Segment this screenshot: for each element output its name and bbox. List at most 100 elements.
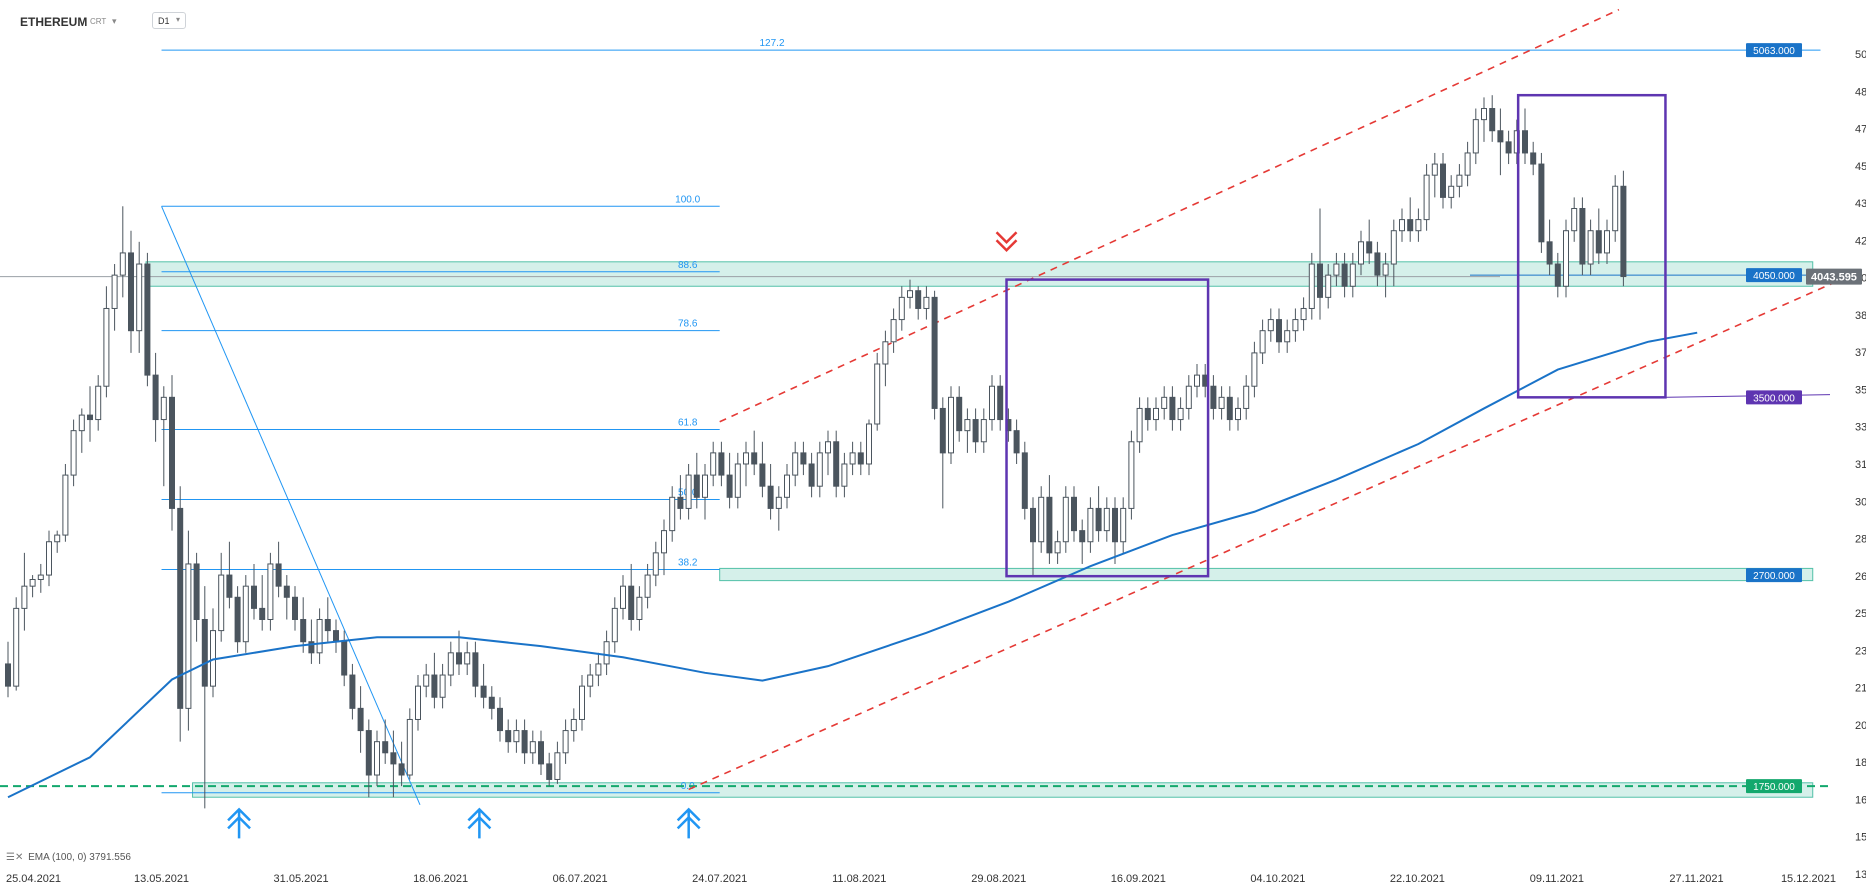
candle-body [1456, 174, 1463, 187]
candle [1218, 386, 1225, 420]
candle-body [46, 541, 52, 576]
instrument-type[interactable]: CRT [90, 17, 107, 26]
x-axis-tick-label: 18.06.2021 [413, 873, 468, 885]
fib-level-label: 38.2 [678, 558, 698, 569]
candle [890, 308, 897, 353]
chevron-down-icon[interactable]: ▾ [112, 16, 117, 26]
candle-body [1415, 219, 1422, 232]
channel-line [719, 8, 1620, 423]
candle-body [579, 685, 585, 720]
candle [87, 386, 93, 442]
settings-close-icon[interactable]: ☰✕ [6, 852, 24, 863]
fib-level-label: 61.8 [678, 418, 698, 429]
candle-body [29, 579, 36, 587]
candle-body [177, 507, 184, 709]
candle-body [669, 496, 676, 532]
candle [513, 719, 520, 753]
candle-body [431, 674, 438, 698]
candle-body [1505, 141, 1512, 154]
y-axis-tick-label: 2025.522 [1855, 720, 1866, 732]
indicator-legend-text: EMA (100, 0) 3791.556 [28, 852, 131, 863]
candle-body [915, 290, 922, 309]
candle-body [1144, 407, 1151, 421]
candle [1489, 95, 1496, 142]
arrow-up-icon-inner [467, 815, 492, 830]
candle [1194, 364, 1200, 398]
candle-body [587, 674, 594, 687]
y-axis-tick-label: 2864.377 [1855, 534, 1866, 546]
candle-body [78, 414, 85, 432]
candle [160, 386, 167, 487]
candle-body [480, 685, 487, 698]
price-label-box [1746, 268, 1802, 283]
candle [1464, 141, 1471, 187]
candle [1579, 197, 1586, 276]
candle-body [87, 414, 93, 421]
candle-body [1431, 163, 1438, 176]
candle-body [1030, 507, 1036, 543]
candle [964, 408, 971, 453]
candle [1128, 430, 1135, 520]
candle-body [890, 319, 897, 343]
candle-body [349, 674, 356, 709]
candle-body [1497, 130, 1504, 143]
candle-body [1136, 407, 1143, 443]
candle [447, 641, 454, 687]
candle-body [767, 485, 774, 509]
chevron-down-icon: ▾ [175, 15, 180, 24]
y-axis-tick-label: 3367.690 [1855, 422, 1866, 434]
candle-body [13, 607, 20, 687]
candle-body [1333, 263, 1340, 276]
candle-body [677, 496, 684, 509]
candle-body [1472, 119, 1479, 154]
candle [1071, 486, 1077, 542]
candle [1325, 264, 1332, 309]
candle-body [562, 730, 569, 754]
candle-body [603, 641, 610, 665]
candle [1505, 130, 1512, 165]
candle-body [1448, 185, 1455, 198]
candle-body [570, 718, 577, 732]
candle [382, 719, 389, 764]
candle-body [1612, 185, 1619, 232]
price-label-box [1746, 43, 1802, 58]
candle [816, 441, 823, 498]
candle-body [907, 290, 913, 298]
candle [415, 675, 421, 731]
x-axis-tick-label: 04.10.2021 [1250, 873, 1305, 885]
candle [5, 641, 11, 698]
candle-body [759, 463, 766, 487]
candle-body [119, 252, 126, 276]
timeframe-select[interactable]: D1 ▾ [152, 12, 186, 29]
candle-body [882, 341, 889, 365]
price-label: 3500.000 [1753, 393, 1795, 404]
candle [497, 697, 503, 742]
candle [1046, 475, 1053, 564]
candle-body [497, 707, 503, 732]
candle [800, 441, 807, 476]
candle [1251, 341, 1258, 398]
candle [185, 530, 192, 731]
candle-body [1259, 330, 1266, 354]
symbol-name[interactable]: ETHEREUM [20, 15, 88, 29]
fib-trend-line [161, 206, 421, 805]
candle [1341, 252, 1348, 298]
candle-body [406, 718, 413, 776]
candle [1399, 208, 1405, 242]
candle [939, 397, 946, 509]
candle-body [1554, 263, 1561, 287]
candle [267, 552, 274, 631]
candle [95, 375, 102, 431]
candle-body [415, 685, 421, 720]
candle-body [251, 585, 257, 609]
candle-body [226, 574, 233, 598]
candle-body [275, 563, 282, 587]
y-axis-tick-label: 3032.148 [1855, 496, 1866, 508]
indicator-legend[interactable]: ☰✕ EMA (100, 0) 3791.556 [6, 852, 131, 863]
candle-body [160, 396, 167, 421]
candle-body [1103, 507, 1110, 532]
candle [259, 575, 266, 631]
candle [1144, 397, 1151, 431]
candle-body [636, 596, 643, 620]
